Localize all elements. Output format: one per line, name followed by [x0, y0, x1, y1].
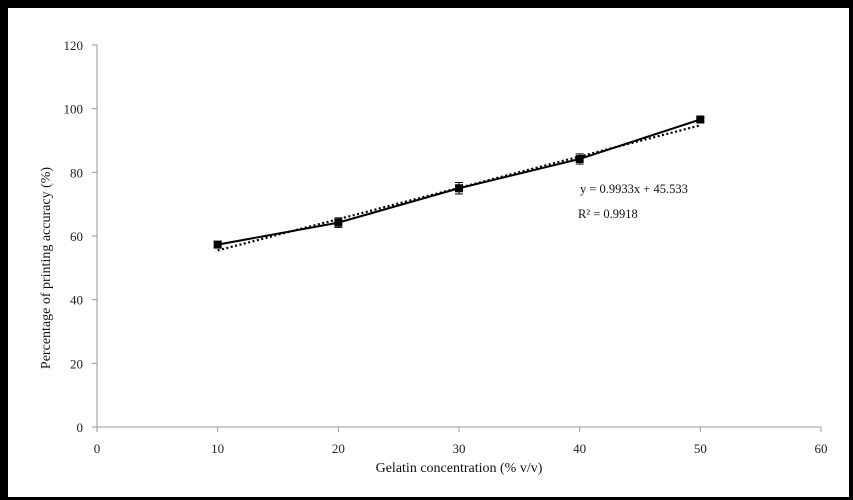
y-tick-label: 0 [77, 420, 84, 435]
y-tick-label: 100 [64, 102, 84, 117]
data-point [213, 240, 222, 249]
x-tick-label: 50 [694, 441, 707, 456]
x-axis-title: Gelatin concentration (% v/v) [376, 461, 543, 476]
x-tick-label: 40 [573, 441, 586, 456]
x-tick-label: 60 [815, 441, 828, 456]
y-tick-label: 20 [70, 356, 83, 371]
trendline-r2: R² = 0.9918 [578, 207, 638, 221]
y-tick-label: 120 [64, 38, 84, 53]
trendline-equation: y = 0.9933x + 45.533 [580, 182, 688, 196]
tick-labels: 0 10 20 30 40 50 60 0 20 40 60 80 100 120 [64, 38, 828, 456]
y-tick-label: 60 [70, 229, 83, 244]
data-point [696, 115, 705, 124]
data-point [455, 184, 463, 193]
axes [92, 44, 822, 432]
markers [213, 115, 705, 249]
x-tick-label: 30 [453, 441, 466, 456]
y-tick-label: 40 [70, 293, 83, 308]
y-tick-label: 80 [70, 165, 83, 180]
y-axis-title: Percentage of printing accuracy (%) [39, 167, 54, 369]
x-tick-label: 0 [94, 441, 101, 456]
x-tick-label: 10 [211, 441, 224, 456]
data-point [334, 218, 343, 227]
x-tick-label: 20 [332, 441, 345, 456]
data-point [575, 154, 584, 163]
